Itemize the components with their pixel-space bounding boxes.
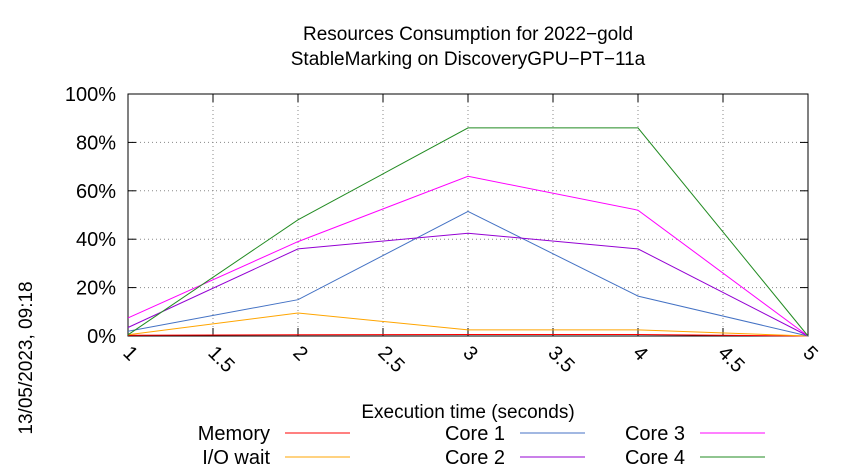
x-tick-label: 1 [118, 342, 141, 365]
timestamp-label: 13/05/2023, 09:18 [16, 281, 37, 434]
y-axis-ticks: 0% 20% 40% 60% 80% 100% [65, 84, 808, 348]
series-line-core-2 [127, 232, 809, 337]
legend-label-core-1: Core 1 [445, 423, 505, 445]
x-tick-label: 4 [628, 342, 651, 365]
chart-title: Resources Consumption for 2022−gold Stab… [291, 24, 646, 70]
y-tick-label: 60% [76, 181, 116, 203]
chart-title-line-1: Resources Consumption for 2022−gold [303, 24, 633, 45]
series-line-memory [127, 334, 809, 337]
x-tick-label: 3.5 [543, 342, 578, 377]
legend-label-i-o-wait: I/O wait [202, 447, 270, 469]
grid-lines [128, 94, 808, 336]
series-line-core-4 [127, 127, 809, 337]
y-tick-label: 100% [65, 84, 116, 106]
series-line-core-3 [127, 175, 809, 337]
x-tick-label: 2 [288, 342, 311, 365]
series-line-i-o-wait [127, 312, 809, 337]
legend-label-core-2: Core 2 [445, 447, 505, 469]
x-tick-label: 2.5 [373, 342, 408, 377]
y-tick-label: 20% [76, 278, 116, 300]
y-tick-label: 0% [87, 326, 116, 348]
y-tick-label: 40% [76, 229, 116, 251]
y-tick-label: 80% [76, 132, 116, 154]
data-series [127, 127, 809, 337]
x-tick-label: 3 [458, 342, 481, 365]
chart-title-line-2: StableMarking on DiscoveryGPU−PT−11a [291, 49, 646, 70]
x-tick-label: 5 [798, 342, 821, 365]
legend-label-core-3: Core 3 [625, 423, 685, 445]
x-tick-label: 4.5 [713, 342, 748, 377]
legend-label-core-4: Core 4 [625, 447, 685, 469]
series-line-core-1 [127, 210, 809, 337]
x-tick-label: 1.5 [203, 342, 238, 377]
x-axis-label: Execution time (seconds) [361, 402, 574, 423]
legend-label-memory: Memory [198, 423, 270, 445]
